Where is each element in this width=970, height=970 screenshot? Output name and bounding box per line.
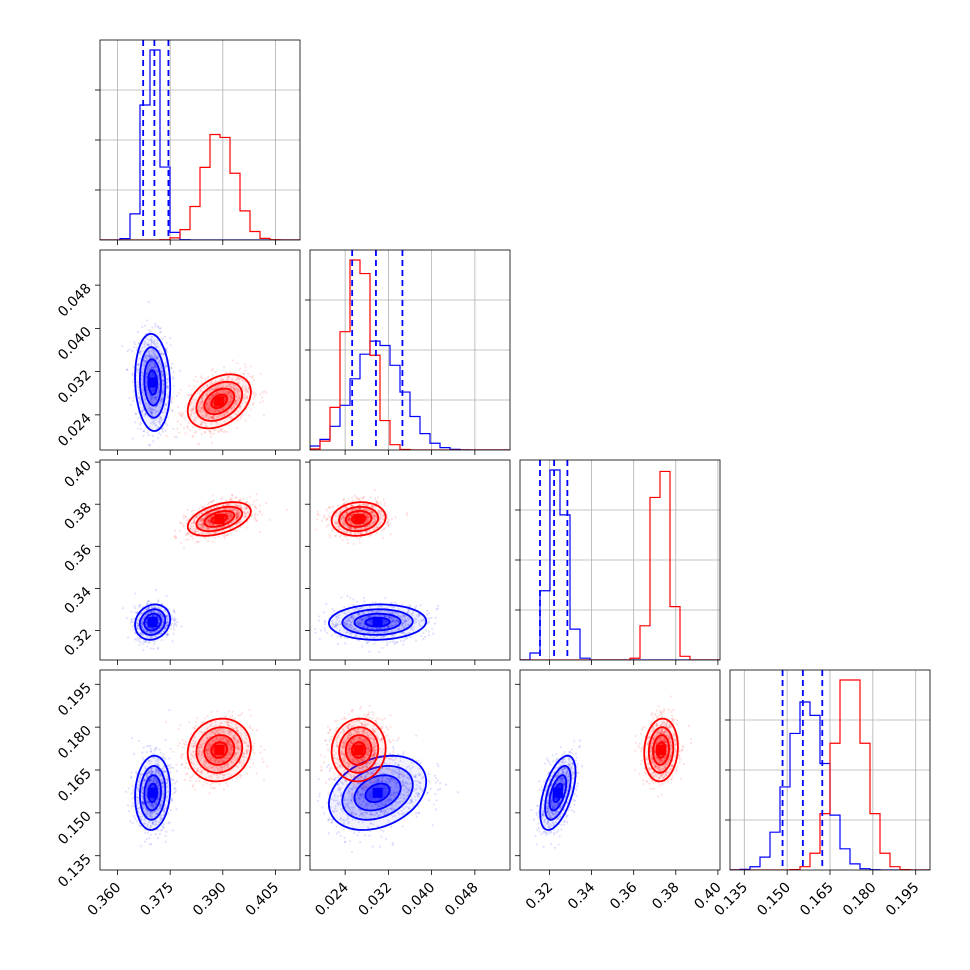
histogram-series-1 (520, 470, 720, 660)
x-tick-label: 0.195 (883, 880, 923, 920)
panel-frame (309, 459, 511, 661)
x-tick-label: 0.032 (356, 880, 396, 920)
panel-0-0 (95, 39, 301, 245)
x-tick-label: 0.360 (85, 880, 125, 920)
y-tick-label: 0.36 (61, 542, 94, 575)
y-tick-label: 0.34 (61, 584, 94, 617)
y-tick-label: 0.165 (55, 766, 95, 806)
y-tick-label: 0.150 (55, 808, 95, 848)
x-tick-label: 0.165 (797, 880, 837, 920)
x-tick-label: 0.180 (840, 880, 880, 920)
panel-frame (99, 459, 301, 661)
y-tick-label: 0.135 (55, 851, 95, 891)
panel-3-1: 0.024 0.032 0.040 0.048 (305, 669, 511, 920)
panel-3-3: 0.135 0.150 0.165 0.180 0.195 (711, 669, 931, 920)
mode-marker (372, 787, 383, 798)
mode-marker (372, 617, 383, 628)
y-tick-label: 0.180 (55, 723, 95, 763)
x-tick-label: 0.048 (442, 880, 482, 920)
mode-marker (214, 396, 225, 407)
mode-marker (214, 745, 225, 755)
histogram-series-0 (100, 49, 300, 240)
panel-frame (99, 249, 301, 451)
x-tick-label: 0.38 (649, 880, 682, 913)
histogram-series-0 (520, 469, 720, 660)
mode-marker (214, 513, 225, 524)
panel-2-1 (305, 459, 511, 665)
x-tick-label: 0.390 (190, 880, 230, 920)
y-tick-label: 0.32 (61, 626, 94, 659)
mode-marker (656, 745, 667, 755)
panel-frame (519, 669, 721, 871)
mode-marker (353, 745, 364, 755)
mode-marker (147, 377, 158, 388)
y-tick-label: 0.032 (55, 367, 95, 407)
x-tick-label: 0.405 (243, 880, 283, 920)
panel-1-1 (305, 249, 511, 455)
y-tick-label: 0.195 (55, 680, 95, 720)
x-tick-label: 0.040 (399, 880, 439, 920)
y-tick-label: 0.40 (61, 458, 94, 491)
y-tick-label: 0.040 (55, 324, 95, 364)
x-tick-label: 0.36 (607, 879, 640, 912)
mode-marker (552, 787, 563, 798)
histogram-series-1 (310, 259, 510, 450)
y-tick-label: 0.38 (61, 500, 94, 533)
x-tick-label: 0.375 (137, 880, 177, 920)
x-tick-label: 0.024 (312, 879, 352, 919)
mode-marker (147, 617, 158, 628)
panel-2-0: 0.32 0.34 0.36 0.38 0.40 (61, 458, 301, 665)
y-tick-label: 0.048 (55, 281, 95, 321)
x-tick-label: 0.32 (523, 880, 556, 913)
x-tick-label: 0.150 (754, 880, 794, 920)
panel-3-2: 0.32 0.34 0.36 0.38 0.40 (515, 669, 725, 913)
panel-2-2 (515, 459, 721, 665)
x-tick-label: 0.34 (565, 879, 598, 912)
mode-marker (147, 787, 158, 798)
y-tick-label: 0.024 (55, 410, 95, 450)
mode-marker (353, 513, 364, 524)
